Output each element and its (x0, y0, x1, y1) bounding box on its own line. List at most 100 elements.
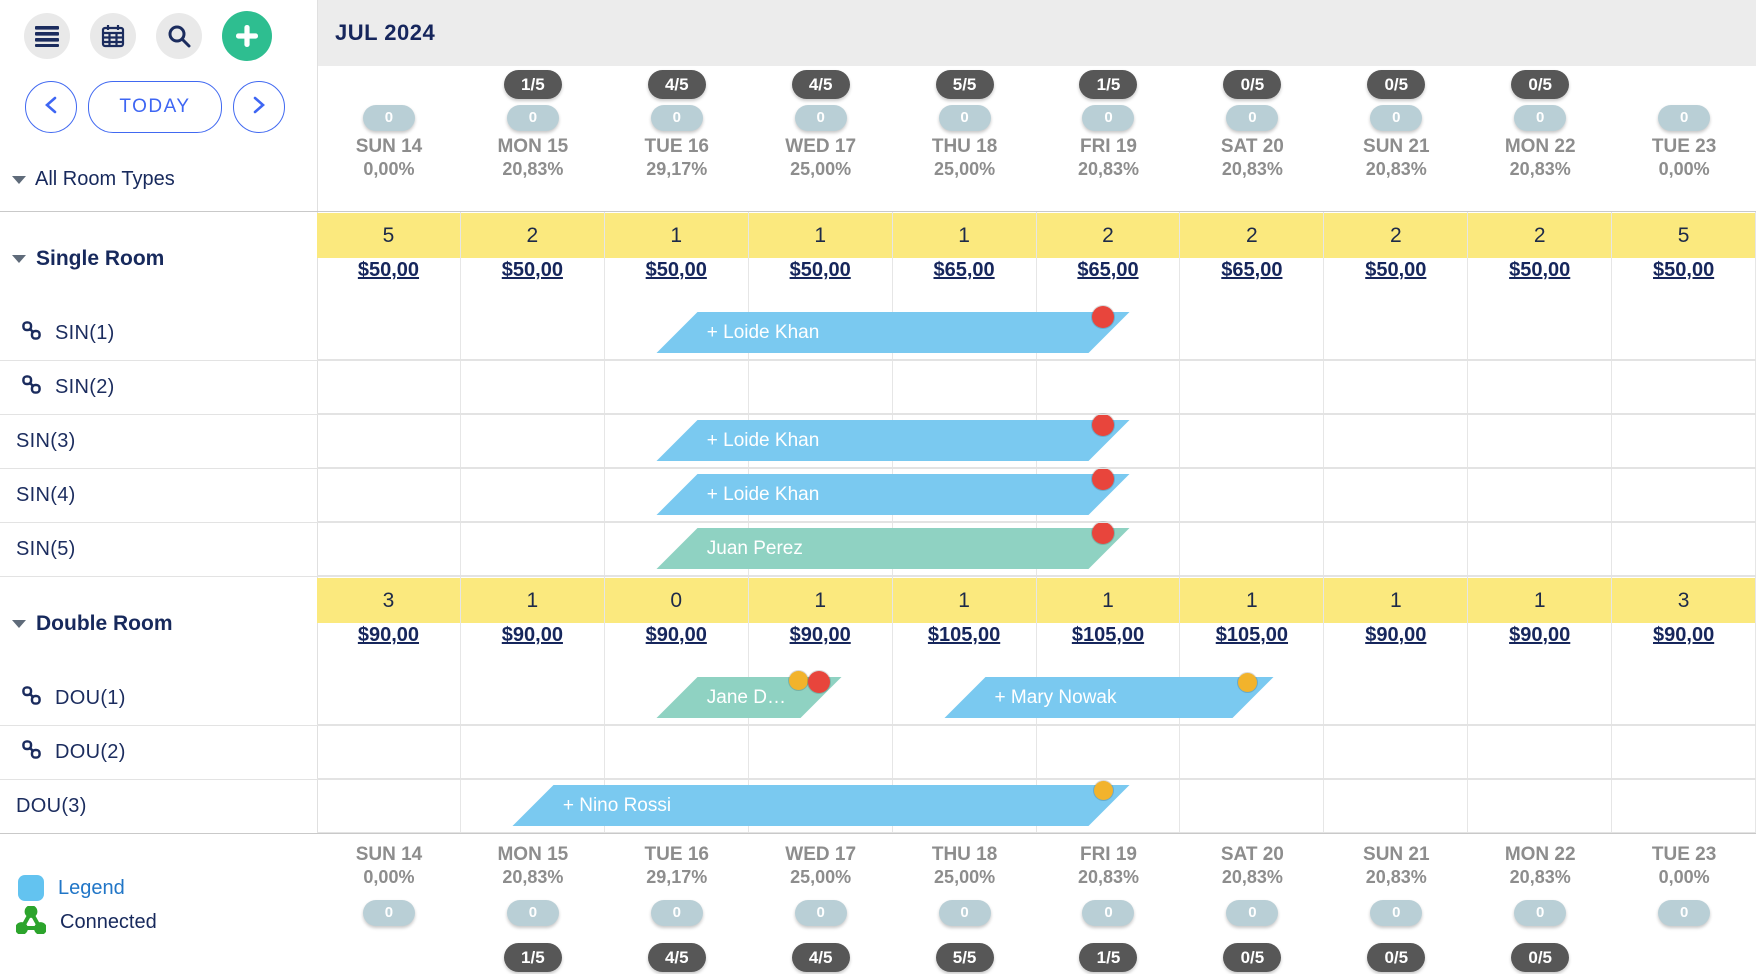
availability-cell[interactable]: 1 $105,00 (1036, 576, 1181, 671)
day-cell[interactable] (461, 468, 605, 521)
next-button[interactable] (233, 81, 285, 133)
day-cell[interactable] (1612, 360, 1756, 413)
day-cell[interactable] (317, 725, 461, 778)
day-cell[interactable] (1468, 468, 1613, 521)
day-cell[interactable] (317, 360, 461, 413)
availability-count[interactable]: 2 (1036, 213, 1180, 258)
day-cell[interactable] (1180, 468, 1325, 521)
day-cell[interactable] (317, 468, 461, 521)
day-cell[interactable] (317, 671, 461, 724)
price-link[interactable]: $65,00 (1077, 259, 1139, 281)
day-cell[interactable] (1612, 306, 1756, 359)
price-link[interactable]: $50,00 (1653, 259, 1715, 281)
availability-count[interactable]: 1 (892, 213, 1036, 258)
day-cell[interactable] (461, 414, 605, 467)
reservation-bar[interactable]: + Loide Khan (656, 414, 1129, 461)
price-link[interactable]: $90,00 (501, 624, 563, 646)
availability-cell[interactable]: 2 $50,00 (460, 211, 605, 306)
availability-count[interactable]: 2 (460, 213, 604, 258)
price-link[interactable]: $105,00 (1215, 624, 1289, 646)
day-cell[interactable] (1324, 360, 1469, 413)
price-link[interactable]: $90,00 (789, 624, 851, 646)
prev-button[interactable] (25, 81, 77, 133)
availability-cell[interactable]: 1 $65,00 (892, 211, 1037, 306)
availability-count[interactable]: 3 (1612, 578, 1756, 623)
day-cell[interactable] (317, 414, 461, 467)
price-link[interactable]: $90,00 (357, 624, 420, 646)
availability-cell[interactable]: 5 $50,00 (1612, 211, 1756, 306)
price-link[interactable]: $65,00 (933, 259, 995, 281)
availability-cell[interactable]: 3 $90,00 (1612, 576, 1756, 671)
day-cell[interactable] (1037, 306, 1181, 359)
availability-count[interactable]: 1 (748, 578, 892, 623)
availability-count[interactable]: 3 (317, 578, 460, 623)
day-cell[interactable] (1037, 725, 1181, 778)
availability-cell[interactable]: 1 $90,00 (460, 576, 605, 671)
availability-count[interactable]: 1 (1324, 578, 1468, 623)
price-link[interactable]: $90,00 (1653, 624, 1715, 646)
day-cell[interactable] (749, 360, 893, 413)
availability-count[interactable]: 1 (1036, 578, 1180, 623)
day-cell[interactable] (605, 725, 749, 778)
day-cell[interactable] (1037, 522, 1181, 575)
price-link[interactable]: $50,00 (357, 259, 420, 281)
availability-cell[interactable]: 2 $65,00 (1180, 211, 1325, 306)
day-cell[interactable] (1324, 779, 1469, 832)
day-cell[interactable] (1180, 414, 1325, 467)
availability-cell[interactable]: 5 $50,00 (317, 211, 461, 306)
availability-count[interactable]: 2 (1180, 213, 1324, 258)
reservation-bar[interactable]: Jane D… (656, 671, 842, 718)
day-cell[interactable] (749, 671, 893, 724)
availability-cell[interactable]: 1 $50,00 (748, 211, 893, 306)
day-cell[interactable] (461, 306, 605, 359)
availability-cell[interactable]: 1 $90,00 (1468, 576, 1613, 671)
reservation-bar[interactable]: Juan Perez (656, 522, 1129, 569)
reservation-bar[interactable]: + Mary Nowak (944, 673, 1273, 718)
day-cell[interactable] (1468, 779, 1613, 832)
price-link[interactable]: $105,00 (927, 624, 1001, 646)
day-cell[interactable] (1612, 779, 1756, 832)
day-cell[interactable] (1324, 468, 1469, 521)
reservation-bar[interactable]: + Loide Khan (656, 306, 1129, 353)
price-link[interactable]: $90,00 (1365, 624, 1427, 646)
availability-count[interactable]: 0 (604, 578, 748, 623)
day-cell[interactable] (1612, 671, 1756, 724)
availability-count[interactable]: 2 (1324, 213, 1468, 258)
day-cell[interactable] (749, 725, 893, 778)
room-type-filter[interactable]: All Room Types (12, 168, 175, 191)
day-cell[interactable] (1612, 468, 1756, 521)
day-cell[interactable] (1468, 522, 1613, 575)
today-button[interactable]: TODAY (88, 81, 222, 133)
availability-count[interactable]: 1 (1468, 578, 1612, 623)
availability-count[interactable]: 1 (892, 578, 1036, 623)
day-cell[interactable] (1468, 671, 1613, 724)
day-cell[interactable] (1612, 414, 1756, 467)
section-header-single-room[interactable]: Single Room (0, 211, 317, 306)
availability-count[interactable]: 5 (1612, 213, 1756, 258)
availability-cell[interactable]: 2 $65,00 (1036, 211, 1181, 306)
availability-cell[interactable]: 2 $50,00 (1468, 211, 1613, 306)
day-cell[interactable] (461, 360, 605, 413)
availability-count[interactable]: 1 (748, 213, 892, 258)
availability-cell[interactable]: 0 $90,00 (604, 576, 749, 671)
price-link[interactable]: $50,00 (645, 259, 707, 281)
day-cell[interactable] (317, 522, 461, 575)
search-button[interactable] (156, 13, 202, 59)
calendar-view-button[interactable] (90, 13, 136, 59)
availability-cell[interactable]: 2 $50,00 (1324, 211, 1469, 306)
availability-count[interactable]: 1 (1180, 578, 1324, 623)
day-cell[interactable] (1180, 779, 1325, 832)
day-cell[interactable] (1180, 360, 1325, 413)
price-link[interactable]: $65,00 (1221, 259, 1283, 281)
day-cell[interactable] (1037, 779, 1181, 832)
availability-cell[interactable]: 1 $105,00 (892, 576, 1037, 671)
availability-cell[interactable]: 1 $105,00 (1180, 576, 1325, 671)
day-cell[interactable] (1468, 306, 1613, 359)
availability-count[interactable]: 2 (1468, 213, 1612, 258)
day-cell[interactable] (1180, 306, 1325, 359)
availability-cell[interactable]: 1 $90,00 (1324, 576, 1469, 671)
day-cell[interactable] (1468, 360, 1613, 413)
availability-cell[interactable]: 1 $90,00 (748, 576, 893, 671)
availability-count[interactable]: 1 (604, 213, 748, 258)
availability-cell[interactable]: 3 $90,00 (317, 576, 461, 671)
